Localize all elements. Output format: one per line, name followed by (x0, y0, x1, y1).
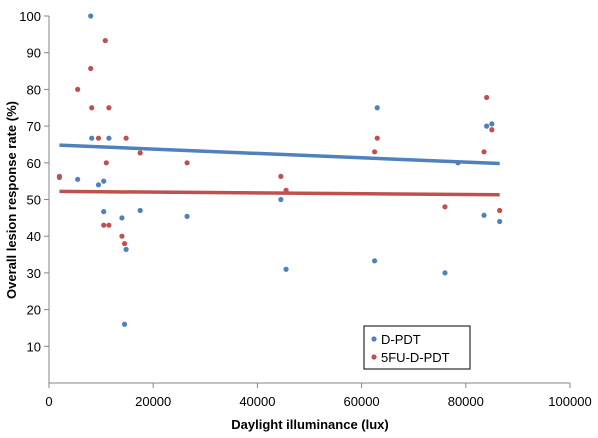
data-point-5fu-d-pdt (481, 149, 487, 155)
y-tick-label: 100 (19, 9, 41, 24)
data-point-5fu-d-pdt (497, 207, 503, 214)
y-tick-label: 90 (27, 46, 41, 61)
x-tick-label: 100000 (548, 394, 591, 409)
data-point-5fu-d-pdt (123, 135, 129, 141)
data-point-5fu-d-pdt (95, 135, 102, 141)
data-point-5fu-d-pdt (103, 160, 109, 166)
data-point-d-pdt (88, 13, 94, 19)
data-point-d-pdt (106, 135, 112, 141)
legend-marker-5fu-d-pdt (371, 354, 377, 360)
x-tick-label: 60000 (344, 394, 380, 409)
data-point-5fu-d-pdt (56, 173, 63, 179)
data-point-d-pdt (123, 246, 129, 253)
data-point-d-pdt (95, 182, 102, 188)
data-point-5fu-d-pdt (372, 149, 378, 155)
x-axis-title: Daylight illuminance (lux) (231, 417, 388, 432)
data-point-d-pdt (442, 270, 448, 276)
data-point-d-pdt (101, 209, 107, 215)
y-tick-label: 20 (27, 303, 41, 318)
data-point-5fu-d-pdt (75, 86, 81, 92)
legend-marker-d-pdt (371, 336, 377, 342)
data-point-5fu-d-pdt (484, 94, 490, 101)
trendlines (59, 143, 500, 197)
data-point-5fu-d-pdt (184, 160, 190, 166)
data-point-5fu-d-pdt (278, 173, 284, 179)
data-point-5fu-d-pdt (137, 150, 143, 156)
plot-area: 0 20000 40000 60000 80000 100000 10 20 30 40 50 60… (19, 9, 591, 409)
data-point-5fu-d-pdt (106, 222, 112, 228)
data-point-d-pdt (119, 215, 125, 221)
trendline-d-pdt (59, 143, 500, 166)
data-point-5fu-d-pdt (102, 37, 108, 44)
legend-box (363, 325, 471, 370)
data-point-5fu-d-pdt (442, 204, 448, 210)
data-point-5fu-d-pdt (88, 65, 94, 72)
x-axis-ticks: 0 20000 40000 60000 80000 100000 (45, 383, 592, 409)
data-point-d-pdt (278, 196, 284, 203)
data-point-d-pdt (89, 135, 95, 141)
y-axis-ticks: 10 20 30 40 50 60 70 80 90 100 (19, 9, 49, 354)
data-point-d-pdt (75, 176, 81, 182)
data-point-d-pdt (137, 207, 143, 214)
data-point-5fu-d-pdt (489, 127, 495, 133)
data-point-d-pdt (489, 121, 495, 127)
data-point-d-pdt (283, 266, 289, 272)
x-tick-label: 0 (45, 394, 52, 409)
legend-label-5fu-d-pdt: 5FU-D-PDT (381, 350, 450, 365)
trendline-5fu-d-pdt (59, 189, 500, 197)
x-tick-label: 80000 (448, 394, 484, 409)
y-axis-title: Overall lesion response rate (%) (4, 101, 19, 299)
data-point-d-pdt (484, 123, 490, 129)
y-tick-label: 50 (27, 193, 41, 208)
data-points (56, 13, 503, 327)
data-point-5fu-d-pdt (121, 240, 128, 247)
y-tick-label: 40 (27, 229, 41, 244)
data-point-d-pdt (374, 105, 380, 111)
data-point-5fu-d-pdt (374, 135, 380, 141)
data-point-d-pdt (455, 160, 461, 166)
data-point-5fu-d-pdt (101, 222, 107, 228)
y-tick-label: 80 (27, 82, 41, 97)
x-tick-label: 20000 (135, 394, 171, 409)
data-point-5fu-d-pdt (89, 105, 95, 111)
data-point-5fu-d-pdt (283, 187, 289, 193)
y-tick-label: 30 (27, 266, 41, 281)
data-point-d-pdt (481, 212, 487, 218)
data-point-5fu-d-pdt (119, 233, 125, 239)
y-tick-label: 60 (27, 156, 41, 171)
y-tick-label: 70 (27, 119, 41, 134)
legend-label-d-pdt: D-PDT (381, 332, 421, 347)
x-tick-label: 40000 (239, 394, 275, 409)
data-point-5fu-d-pdt (106, 105, 112, 111)
data-point-d-pdt (184, 213, 190, 219)
data-point-d-pdt (101, 178, 107, 184)
data-point-d-pdt (372, 258, 378, 264)
legend: D-PDT 5FU-D-PDT (363, 325, 471, 370)
data-point-d-pdt (121, 321, 128, 327)
y-tick-label: 10 (27, 339, 41, 354)
data-point-d-pdt (497, 218, 503, 225)
